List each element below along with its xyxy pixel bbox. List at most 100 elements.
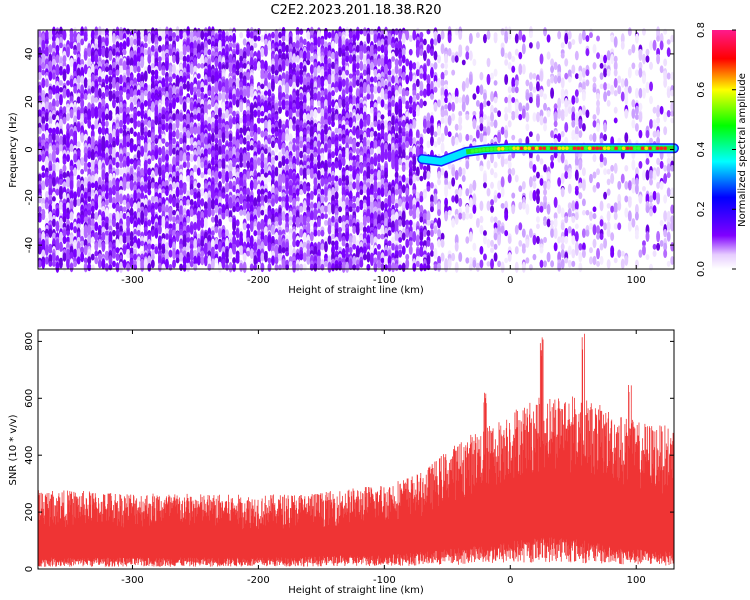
heatmap-cell	[454, 194, 459, 204]
heatmap-cell	[104, 66, 109, 73]
heatmap-cell	[377, 259, 381, 269]
heatmap-cell	[359, 60, 364, 72]
heatmap-cell	[41, 123, 46, 132]
heatmap-cell	[41, 48, 46, 56]
heatmap-cell	[203, 217, 208, 229]
heatmap-cell	[90, 211, 95, 221]
heatmap-cell	[387, 240, 392, 247]
heatmap-cell	[433, 193, 438, 205]
heatmap-cell	[101, 142, 106, 154]
heatmap-cell	[246, 31, 251, 39]
heatmap-cell	[426, 140, 431, 149]
heatmap-cell	[80, 240, 85, 247]
heatmap-cell	[90, 253, 95, 261]
heatmap-cell	[41, 172, 46, 179]
heatmap-cell	[408, 106, 413, 114]
heatmap-cell	[168, 76, 173, 83]
heatmap-cell	[193, 65, 198, 73]
heatmap-cell	[327, 203, 332, 215]
heatmap-cell	[73, 191, 78, 200]
heatmap-cell	[108, 147, 113, 156]
heatmap-cell	[101, 231, 106, 242]
heatmap-cell	[401, 174, 406, 183]
heatmap-cell	[147, 175, 152, 182]
heatmap-cell	[412, 62, 417, 70]
heatmap-cell	[104, 262, 109, 272]
heatmap-cell	[285, 189, 290, 195]
heatmap-cell	[451, 135, 456, 147]
heatmap-cell	[232, 230, 237, 237]
heatmap-cell	[373, 184, 378, 193]
heatmap-cell	[200, 53, 205, 65]
heatmap-cell	[253, 181, 258, 190]
heatmap-cell	[196, 73, 201, 80]
heatmap-cell	[115, 96, 120, 104]
heatmap-cell	[218, 218, 222, 228]
heatmap-cell	[115, 135, 120, 146]
heatmap-cell	[309, 171, 314, 179]
heatmap-cell	[83, 245, 88, 256]
heatmap-cell	[228, 27, 233, 36]
heatmap-cell	[140, 134, 145, 141]
heatmap-cell	[182, 183, 187, 195]
heatmap-cell	[133, 112, 138, 122]
heatmap-cell	[225, 185, 229, 193]
heatmap-cell	[73, 242, 78, 251]
heatmap-cell	[221, 212, 226, 220]
heatmap-cell	[430, 242, 434, 252]
heatmap-cell	[189, 244, 194, 250]
heatmap-cell	[129, 36, 134, 47]
heatmap-cell	[267, 257, 272, 264]
heatmap-cell	[147, 262, 152, 272]
heatmap-cell	[352, 234, 357, 246]
heatmap-cell	[73, 106, 78, 114]
heatmap-cell	[37, 260, 42, 268]
heatmap-cell	[313, 151, 318, 158]
heatmap-cell	[51, 26, 56, 37]
heatmap-cell	[108, 82, 113, 90]
heatmap-cell	[147, 64, 152, 75]
heatmap-cell	[140, 108, 145, 120]
heatmap-cell	[394, 64, 399, 75]
heatmap-cell	[391, 262, 396, 273]
heatmap-cell	[157, 218, 162, 227]
heatmap-cell	[59, 178, 63, 185]
heatmap-cell	[41, 116, 46, 125]
heatmap-cell	[232, 245, 237, 255]
heatmap-cell	[338, 80, 343, 92]
heatmap-cell	[391, 236, 396, 244]
heatmap-cell	[218, 261, 222, 273]
heatmap-cell	[387, 206, 392, 219]
heatmap-cell	[161, 263, 166, 272]
heatmap-cell	[168, 64, 173, 74]
heatmap-cell	[69, 222, 74, 231]
heatmap-cell	[62, 252, 67, 262]
heatmap-cell	[331, 233, 335, 240]
heatmap-cell	[415, 46, 420, 58]
heatmap-cell	[426, 185, 431, 192]
heatmap-cell	[196, 88, 201, 98]
heatmap-cell	[398, 249, 403, 258]
heatmap-cell	[129, 167, 134, 176]
heatmap-cell	[94, 173, 99, 184]
heatmap-cell	[186, 262, 191, 272]
heatmap-cell	[341, 261, 346, 273]
heatmap-cell	[444, 62, 449, 70]
heatmap-cell	[267, 65, 272, 74]
heatmap-cell	[69, 108, 74, 119]
heatmap-cell	[380, 114, 385, 120]
heatmap-cell	[76, 43, 81, 55]
heatmap-cell	[48, 152, 53, 164]
heatmap-cell	[150, 55, 155, 63]
heatmap-cell	[387, 61, 392, 71]
heatmap-cell	[189, 153, 194, 163]
heatmap-cell	[249, 145, 254, 151]
heatmap-cell	[175, 77, 180, 89]
heatmap-cell	[271, 31, 275, 39]
heatmap-cell	[352, 77, 357, 88]
heatmap-cell	[44, 202, 49, 210]
heatmap-cell	[129, 101, 134, 112]
heatmap-cell	[147, 142, 152, 154]
heatmap-cell	[189, 126, 194, 136]
heatmap-cell	[408, 219, 413, 227]
